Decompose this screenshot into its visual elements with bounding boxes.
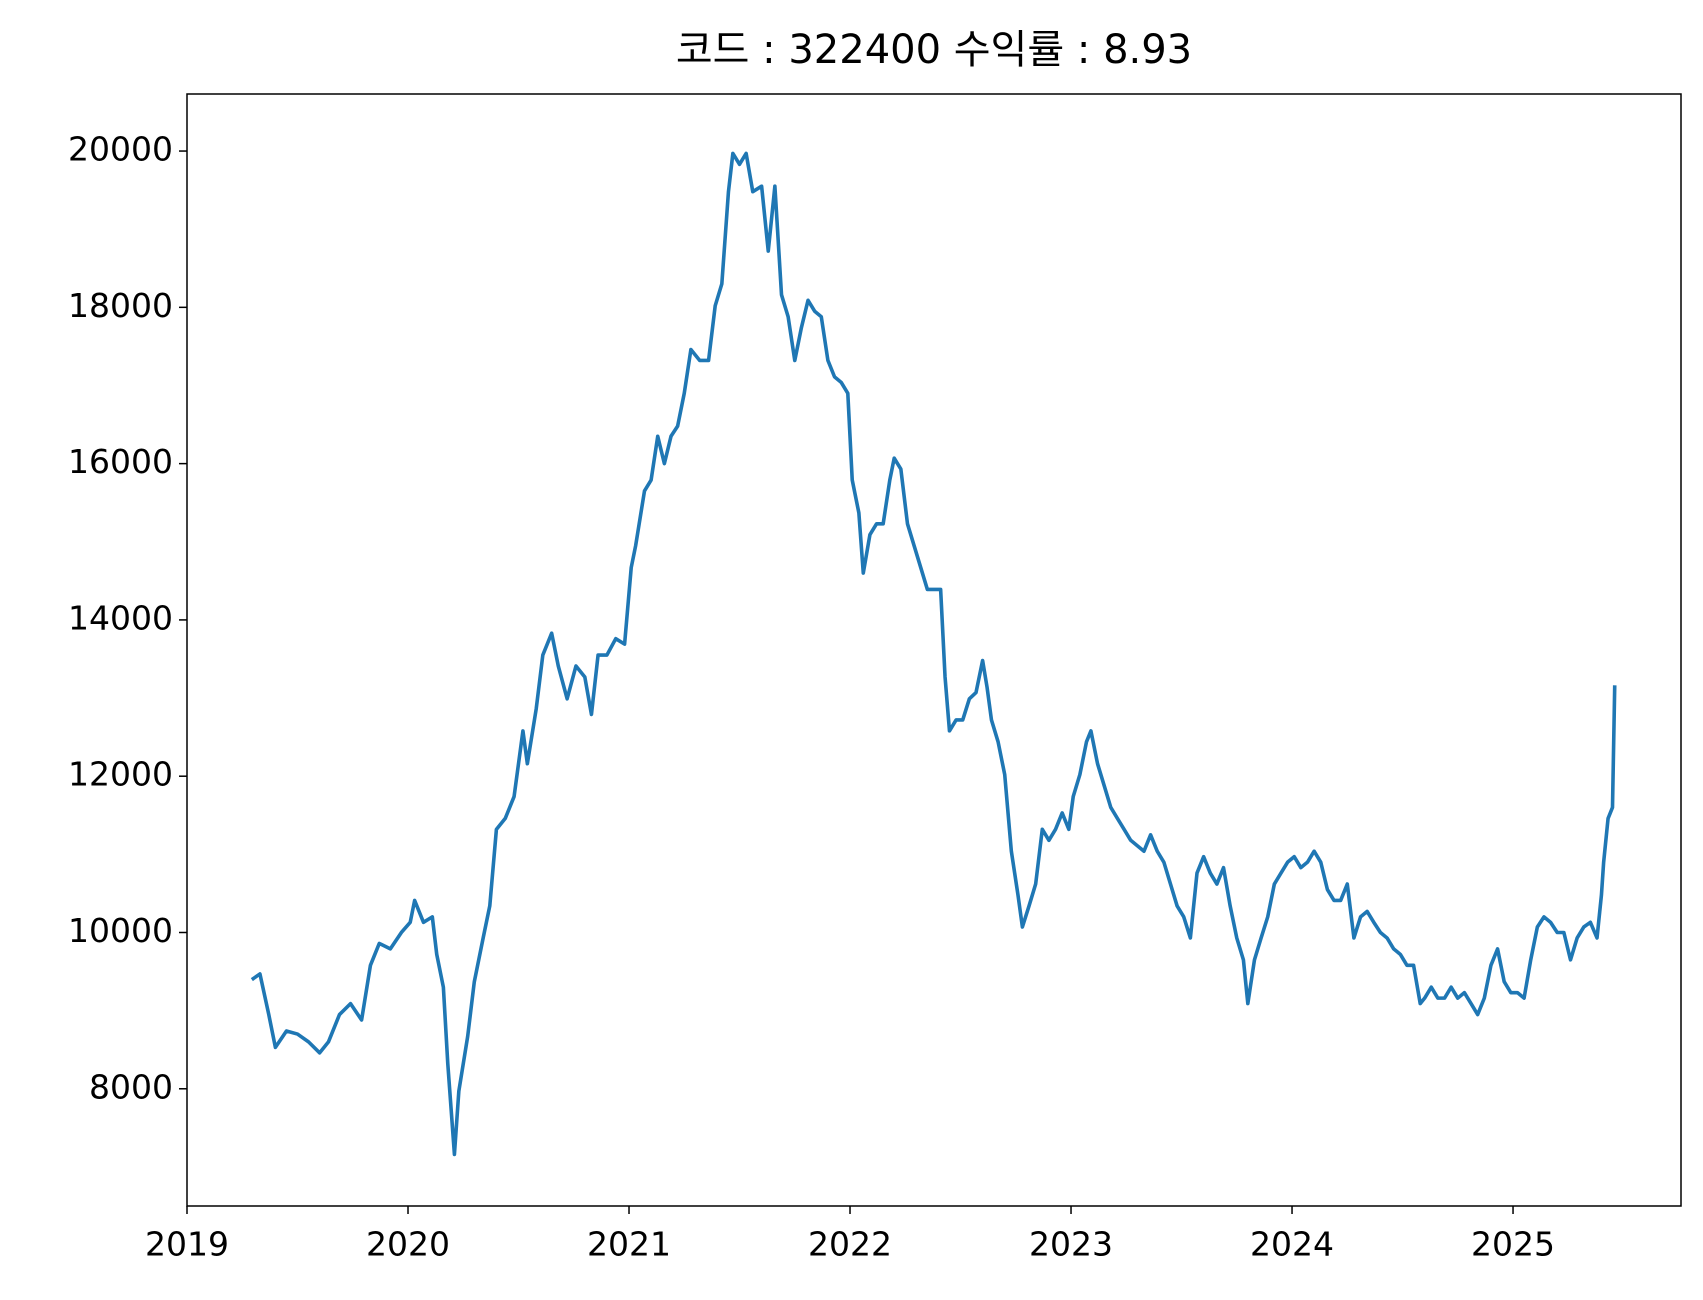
y-tick-label: 14000 — [68, 598, 173, 637]
x-tick-label: 2024 — [1250, 1225, 1334, 1264]
x-tick-label: 2021 — [587, 1225, 671, 1264]
x-tick-label: 2025 — [1471, 1225, 1555, 1264]
y-tick-label: 10000 — [68, 911, 173, 950]
x-tick-label: 2020 — [366, 1225, 450, 1264]
y-tick-label: 20000 — [68, 130, 173, 169]
y-tick-label: 16000 — [68, 442, 173, 481]
x-tick-label: 2022 — [808, 1225, 892, 1264]
y-tick-label: 8000 — [89, 1067, 173, 1106]
line — [250, 151, 1617, 1157]
y-tick-label: 18000 — [68, 286, 173, 325]
y-tick-label: 12000 — [68, 755, 173, 794]
chart-title: 코드 : 322400 수익률 : 8.93 — [676, 27, 1192, 73]
x-tick-label: 2023 — [1029, 1225, 1113, 1264]
plot-frame — [186, 93, 1682, 1207]
x-tick-label: 2019 — [145, 1225, 229, 1264]
